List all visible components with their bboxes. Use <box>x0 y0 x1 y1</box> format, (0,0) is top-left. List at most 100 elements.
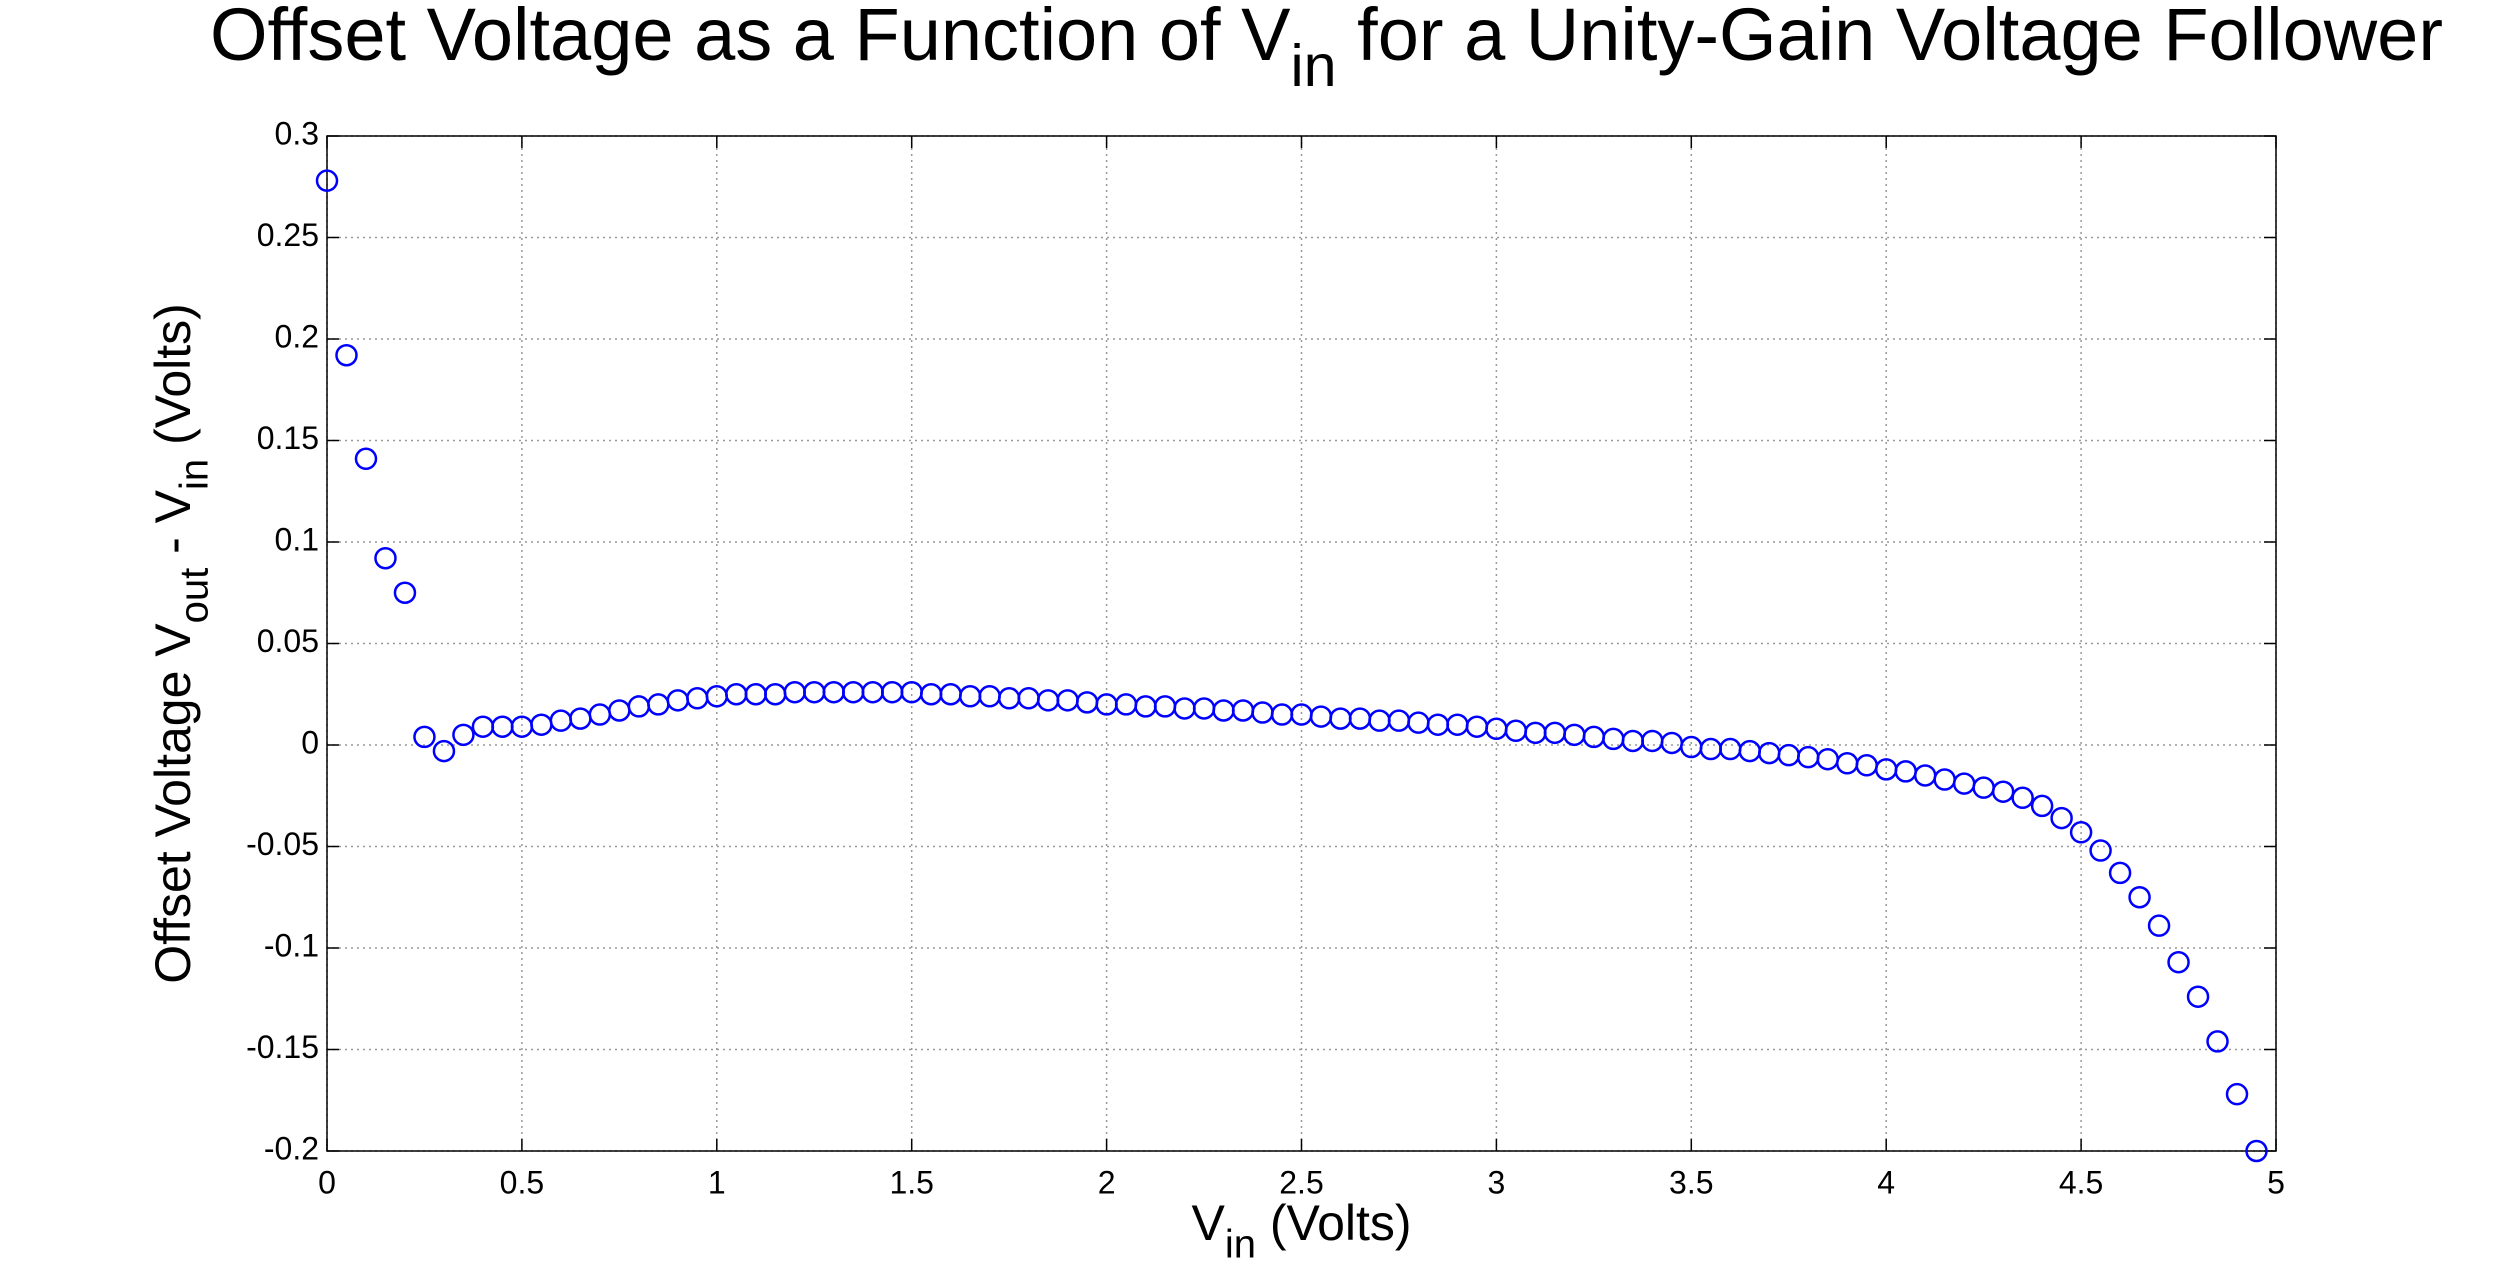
data-point <box>666 689 690 712</box>
x-tick-label: 0 <box>318 1164 336 1200</box>
x-tick-label: 0.5 <box>500 1164 544 1200</box>
data-point <box>1134 695 1157 718</box>
data-point <box>1913 764 1937 787</box>
data-point <box>1952 772 1976 795</box>
subscript: in <box>1225 1223 1256 1267</box>
data-point <box>686 687 709 710</box>
data-point <box>958 685 982 708</box>
data-point <box>647 693 670 716</box>
data-point <box>803 680 826 704</box>
x-tick-label: 2 <box>1098 1164 1116 1200</box>
data-point <box>2128 886 2151 909</box>
data-point <box>783 680 807 704</box>
data-point <box>1017 687 1040 710</box>
data-point <box>2147 914 2171 937</box>
data-point <box>393 581 417 604</box>
x-tick-label: 5 <box>2267 1164 2285 1200</box>
text-part: Offset Voltage as a Function of V <box>210 0 1291 76</box>
data-point <box>919 683 943 706</box>
data-point <box>608 699 631 722</box>
data-point <box>2089 839 2112 862</box>
data-point <box>1114 693 1138 716</box>
y-tick-label: 0.2 <box>275 318 319 354</box>
x-axis-label: Vin (Volts) <box>1191 1195 1411 1267</box>
data-point <box>900 680 923 704</box>
data-point <box>2108 861 2132 885</box>
data-point <box>841 680 865 704</box>
data-point <box>1582 725 1606 749</box>
data-point <box>1251 701 1274 724</box>
data-point <box>2186 985 2210 1008</box>
y-tick-label: -0.15 <box>246 1029 319 1065</box>
data-point <box>1270 703 1294 726</box>
data-point <box>1855 754 1878 777</box>
data-point <box>2167 950 2190 974</box>
data-point <box>939 683 962 706</box>
subscript: out <box>173 568 217 624</box>
data-point <box>2225 1082 2249 1106</box>
subscript: in <box>1291 32 1337 99</box>
data-point <box>1329 707 1352 730</box>
data-point <box>1368 709 1391 732</box>
x-tick-label: 1.5 <box>889 1164 933 1200</box>
y-tick-label: -0.2 <box>264 1130 319 1166</box>
data-point <box>1894 760 1917 783</box>
y-tick-label: 0.1 <box>275 521 319 557</box>
data-point <box>1426 713 1450 736</box>
data-point <box>1699 737 1723 761</box>
x-tick-label: 2.5 <box>1279 1164 1323 1200</box>
data-point <box>432 739 456 763</box>
y-tick-label: -0.05 <box>246 826 319 862</box>
data-point <box>569 707 592 730</box>
data-point <box>471 715 495 738</box>
data-point <box>1563 723 1586 747</box>
data-point <box>822 680 845 704</box>
text-part: - V <box>145 489 201 567</box>
y-tick-label: 0 <box>301 724 319 760</box>
data-point <box>354 447 378 471</box>
data-point <box>1504 719 1528 743</box>
data-point <box>1095 693 1118 716</box>
data-point <box>1231 699 1255 722</box>
y-tick-label: 0.15 <box>257 420 319 456</box>
x-tick-label: 4 <box>1877 1164 1895 1200</box>
data-point <box>1407 711 1430 734</box>
text-part: V <box>1191 1195 1225 1251</box>
data-point <box>1758 741 1781 765</box>
data-point <box>2206 1030 2229 1053</box>
data-point <box>627 695 651 718</box>
data-point <box>1524 721 1547 745</box>
data-point <box>1991 780 2015 803</box>
data-point <box>588 703 612 726</box>
text-part: (Volts) <box>145 303 201 459</box>
data-point <box>1543 721 1567 745</box>
data-point <box>1212 699 1235 722</box>
data-point <box>1641 729 1664 753</box>
data-point <box>1485 717 1508 741</box>
y-axis-label: Offset Voltage Vout - Vin (Volts) <box>145 303 217 984</box>
data-point <box>764 683 787 706</box>
data-point <box>1621 729 1645 753</box>
data-point <box>1874 758 1898 781</box>
data-point <box>1465 715 1489 738</box>
data-point <box>374 546 397 570</box>
y-tick-label: -0.1 <box>264 927 319 963</box>
data-point <box>1738 739 1762 763</box>
data-point <box>1173 697 1196 720</box>
data-point <box>861 680 884 704</box>
data-point <box>1309 705 1333 728</box>
text-part: (Volts) <box>1256 1195 1412 1251</box>
data-point <box>997 687 1021 710</box>
data-point <box>1602 727 1625 751</box>
data-point <box>2011 786 2034 810</box>
data-point <box>1835 752 1859 775</box>
subscript: in <box>173 459 217 490</box>
data-point <box>744 683 768 706</box>
y-tick-label: 0.25 <box>257 217 319 253</box>
x-tick-label: 1 <box>708 1164 726 1200</box>
data-point <box>1075 691 1099 714</box>
data-point <box>315 169 339 192</box>
data-point <box>530 713 553 736</box>
text-part: for a Unity-Gain Voltage Follower <box>1337 0 2443 76</box>
